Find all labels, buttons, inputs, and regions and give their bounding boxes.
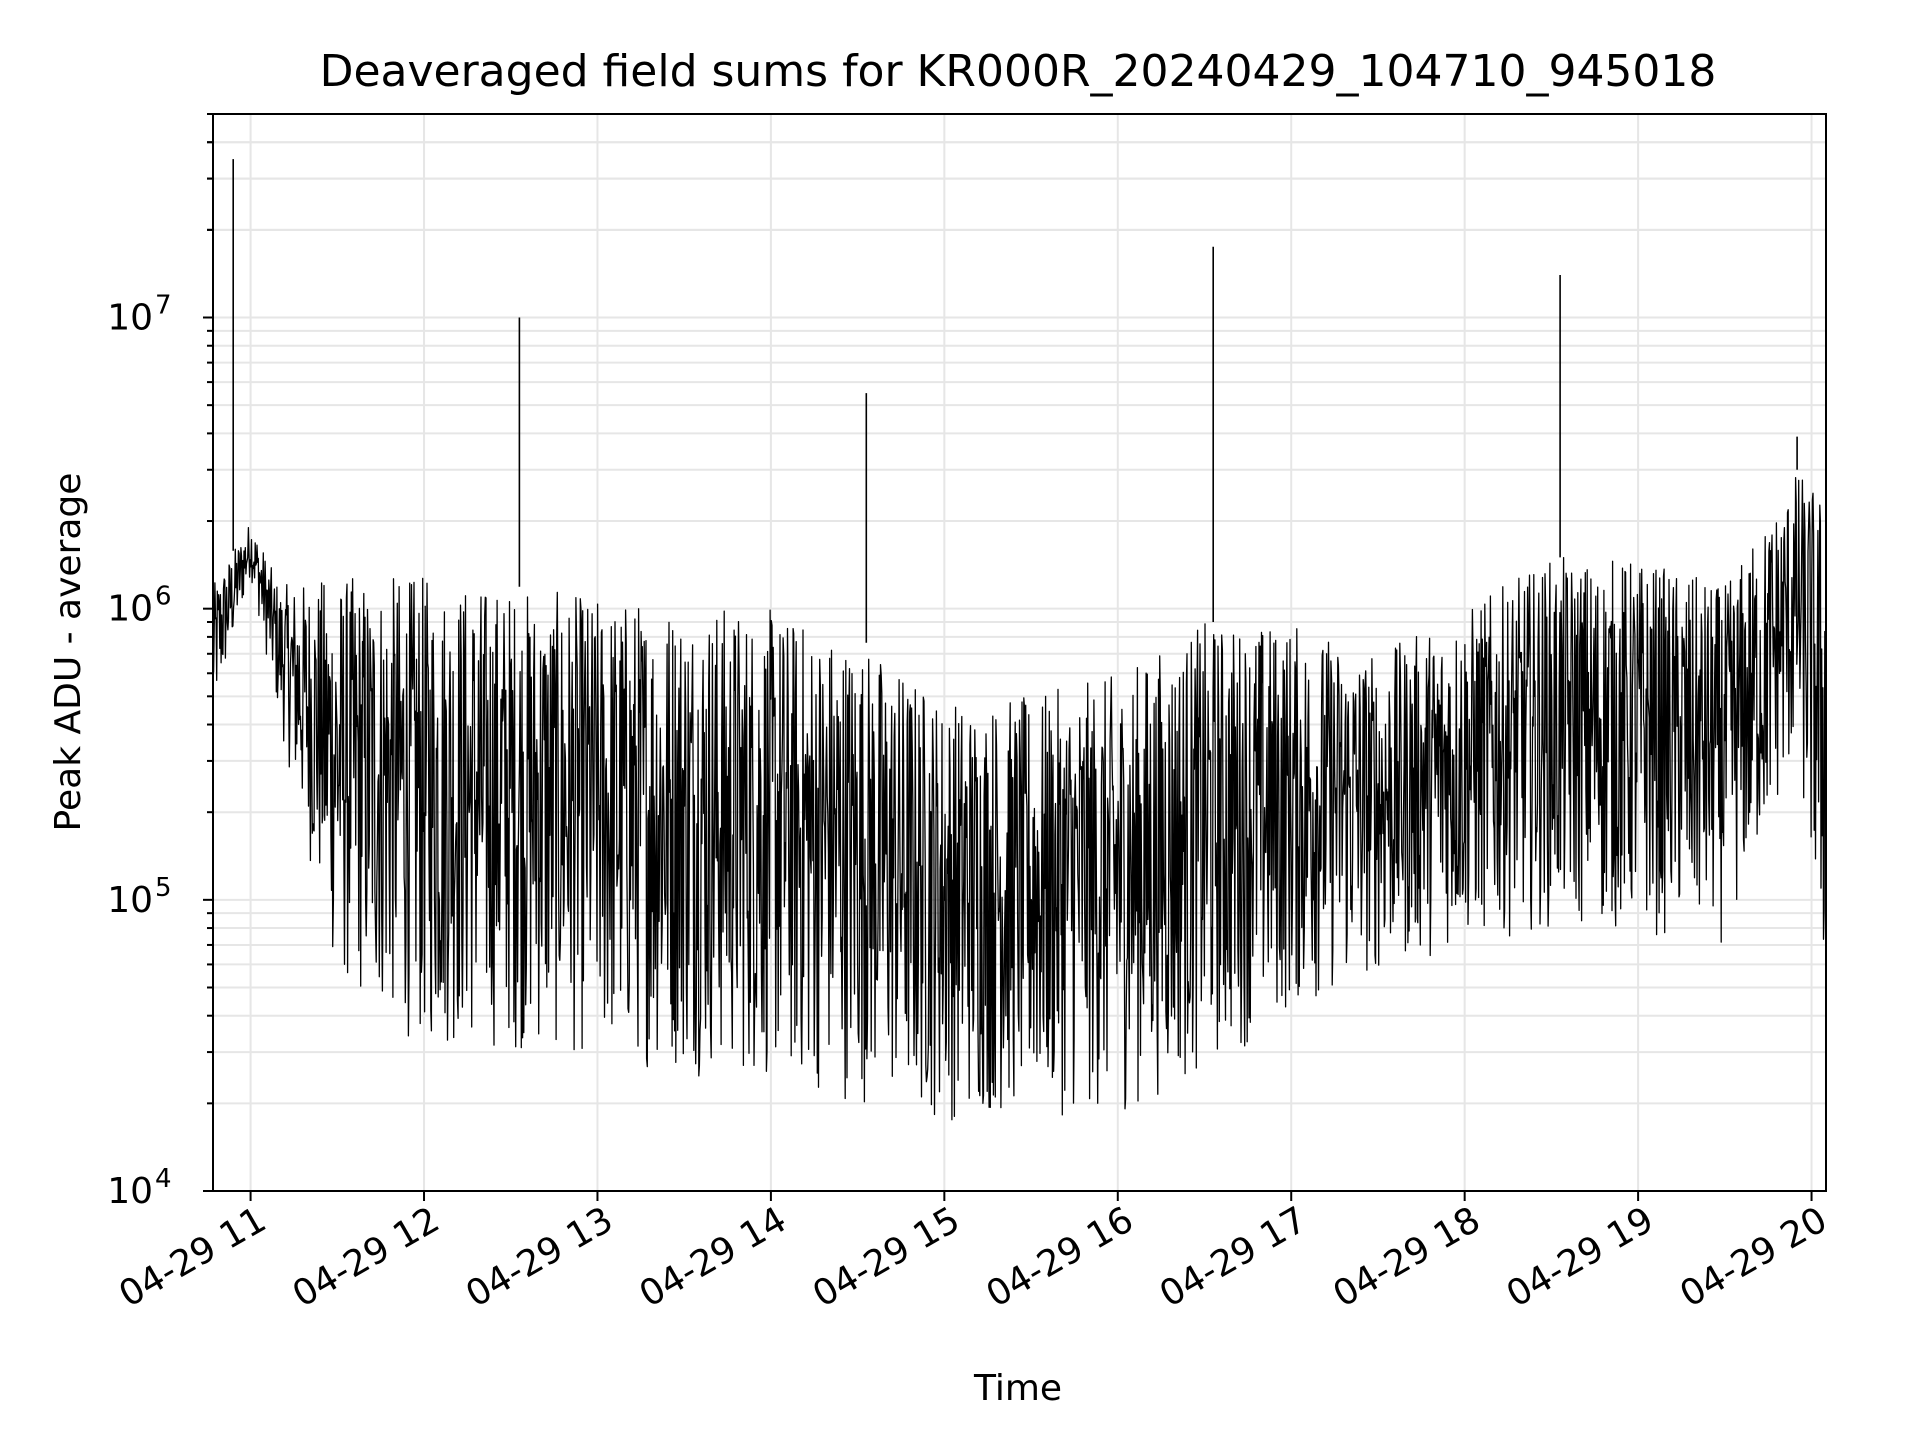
- data-line: [212, 477, 1827, 1121]
- y-tick-label: 10: [107, 298, 153, 339]
- plot-area: [212, 113, 1827, 1192]
- x-axis-label: Time: [973, 1368, 1062, 1409]
- chart-title: Deaveraged field sums for KR000R_2024042…: [320, 46, 1717, 97]
- data-spikes: [232, 159, 1798, 643]
- y-tick-label-exponent: 7: [155, 291, 172, 321]
- y-tick-label: 10: [107, 589, 153, 630]
- y-axis-label: Peak ADU - average: [48, 473, 89, 832]
- y-tick-label: 10: [107, 1171, 153, 1212]
- y-tick-label-exponent: 4: [155, 1164, 172, 1194]
- axes-frame: [212, 113, 1827, 1192]
- y-tick-label: 10: [107, 880, 153, 921]
- y-tick-label-exponent: 5: [155, 873, 172, 903]
- y-tick-label-exponent: 6: [155, 582, 172, 612]
